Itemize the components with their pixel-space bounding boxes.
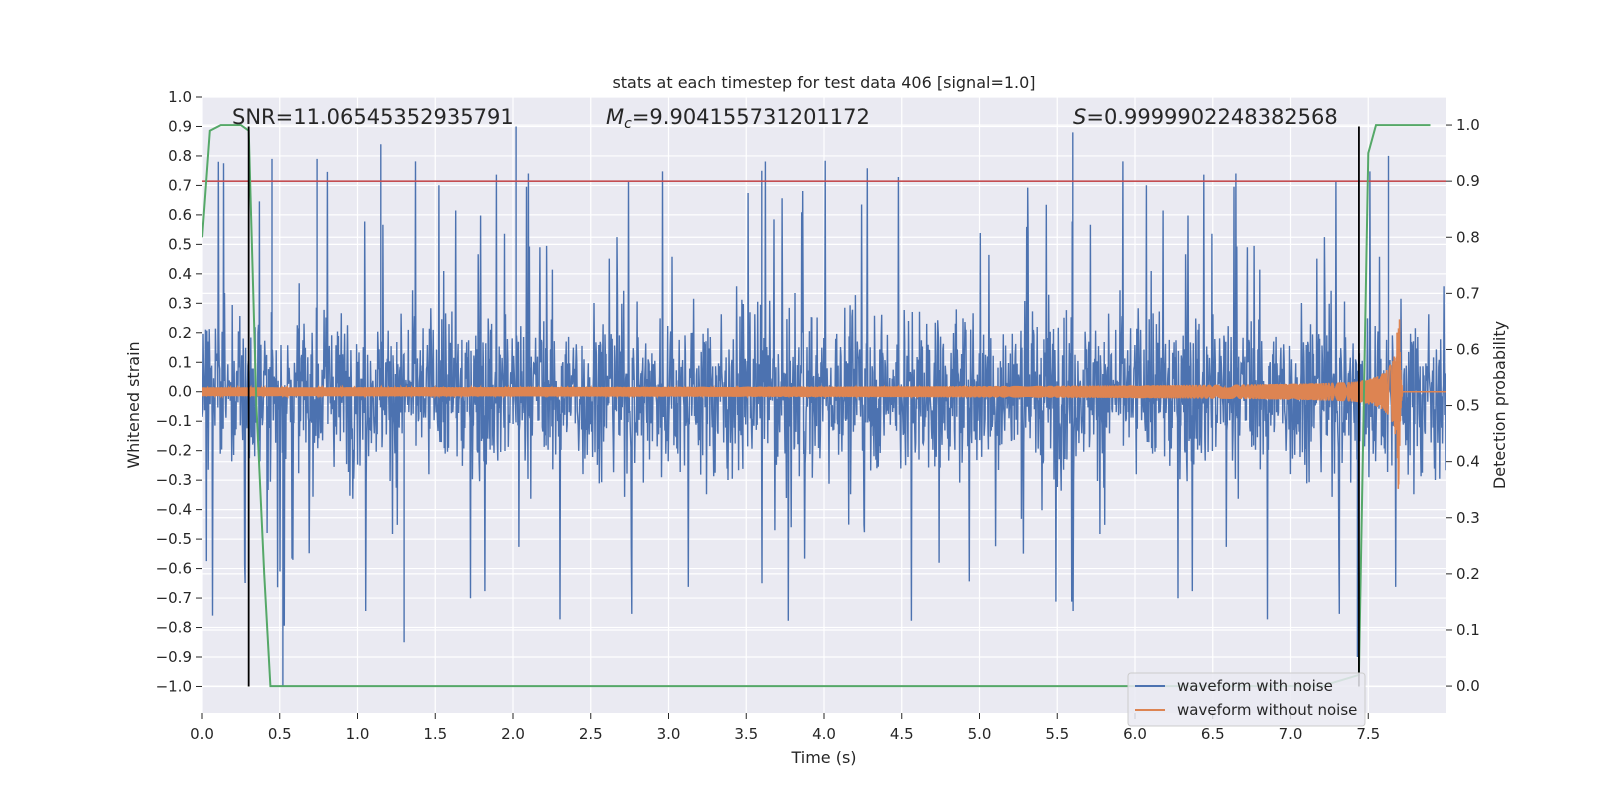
y2tick-label-4: 0.6 <box>1456 340 1480 358</box>
series-waveform-without-noise <box>202 319 1446 489</box>
ytick-label-14: −0.4 <box>156 501 192 519</box>
xtick-label-3: 1.5 <box>423 725 447 743</box>
chirp-mass-annotation: Mc=9.904155731201172 <box>606 105 870 132</box>
ytick-label-12: −0.2 <box>156 442 192 460</box>
y2tick-label-7: 0.3 <box>1456 509 1480 527</box>
vertical-markers <box>247 126 1360 687</box>
y2tick-label-3: 0.7 <box>1456 284 1480 302</box>
y2tick-label-1: 0.9 <box>1456 172 1480 190</box>
xtick-label-11: 5.5 <box>1045 725 1069 743</box>
s-annotation: S=0.9999902248382568 <box>1073 105 1338 129</box>
ytick-label-2: 0.8 <box>168 147 192 165</box>
ytick-label-0: 1.0 <box>168 88 192 106</box>
xtick-label-2: 1.0 <box>346 725 370 743</box>
ytick-label-13: −0.3 <box>156 471 192 489</box>
ytick-label-8: 0.2 <box>168 324 192 342</box>
ytick-label-16: −0.6 <box>156 560 192 578</box>
legend-box <box>1127 672 1366 727</box>
xtick-label-12: 6.0 <box>1123 725 1147 743</box>
right-axis-ticks: 1.0 0.9 0.8 0.7 0.6 0.5 0.4 0.3 0.2 0.1 0.0 <box>1446 116 1480 695</box>
ytick-label-17: −0.7 <box>156 589 192 607</box>
ytick-label-19: −0.9 <box>156 648 192 666</box>
y2tick-label-6: 0.4 <box>1456 453 1480 471</box>
xtick-label-15: 7.5 <box>1356 725 1380 743</box>
y2tick-label-8: 0.2 <box>1456 565 1480 583</box>
y2tick-label-5: 0.5 <box>1456 397 1480 415</box>
ytick-label-4: 0.6 <box>168 206 192 224</box>
legend: waveform with noise waveform without noi… <box>1127 672 1366 727</box>
xtick-label-1: 0.5 <box>268 725 292 743</box>
series-waveform-with-noise <box>202 126 1446 687</box>
y2tick-label-10: 0.0 <box>1456 677 1480 695</box>
ytick-label-6: 0.4 <box>168 265 192 283</box>
ytick-label-18: −0.8 <box>156 619 192 637</box>
y2tick-label-2: 0.8 <box>1456 228 1480 246</box>
chart-title: stats at each timestep for test data 406… <box>612 73 1035 92</box>
snr-annotation: SNR=11.06545352935791 <box>232 105 514 129</box>
ytick-label-10: 0.0 <box>168 383 192 401</box>
ytick-label-9: 0.1 <box>168 353 192 371</box>
series-detection-probability <box>202 124 1431 688</box>
y-axis-label: Whitened strain <box>124 341 143 468</box>
ytick-label-20: −1.0 <box>156 677 192 695</box>
xtick-label-10: 5.0 <box>968 725 992 743</box>
y2tick-label-0: 1.0 <box>1456 116 1480 134</box>
xtick-label-4: 2.0 <box>501 725 525 743</box>
ytick-label-11: −0.1 <box>156 412 192 430</box>
legend-label-noise: waveform with noise <box>1177 677 1333 695</box>
ytick-label-7: 0.3 <box>168 294 192 312</box>
xtick-label-5: 2.5 <box>579 725 603 743</box>
x-axis-label: Time (s) <box>790 748 856 767</box>
ytick-label-15: −0.5 <box>156 530 192 548</box>
legend-label-clean: waveform without noise <box>1177 701 1357 719</box>
xtick-label-6: 3.0 <box>657 725 681 743</box>
y2-axis-label: Detection probability <box>1490 321 1509 489</box>
xtick-label-0: 0.0 <box>190 725 214 743</box>
xtick-label-8: 4.0 <box>812 725 836 743</box>
xtick-label-13: 6.5 <box>1201 725 1225 743</box>
ytick-label-5: 0.5 <box>168 235 192 253</box>
xtick-label-9: 4.5 <box>890 725 914 743</box>
ytick-label-3: 0.7 <box>168 176 192 194</box>
left-axis-ticks: 1.0 0.9 0.8 0.7 0.6 0.5 0.4 0.3 0.2 0.1 0.0 −0.1 −0.… <box>156 88 202 695</box>
ytick-label-1: 0.9 <box>168 117 192 135</box>
xtick-label-14: 7.0 <box>1279 725 1303 743</box>
y2tick-label-9: 0.1 <box>1456 621 1480 639</box>
xtick-label-7: 3.5 <box>734 725 758 743</box>
